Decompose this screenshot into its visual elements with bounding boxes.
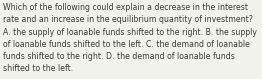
Text: Which of the following could explain a decrease in the interest: Which of the following could explain a d…: [3, 3, 248, 12]
Text: rate and an increase in the equilibrium quantity of investment?: rate and an increase in the equilibrium …: [3, 15, 253, 24]
Text: A. the supply of loanable funds shifted to the right. B. the supply: A. the supply of loanable funds shifted …: [3, 28, 257, 37]
Text: funds shifted to the right. D. the demand of loanable funds: funds shifted to the right. D. the deman…: [3, 52, 235, 61]
Text: shifted to the left.: shifted to the left.: [3, 64, 73, 73]
Text: of loanable funds shifted to the left. C. the demand of loanable: of loanable funds shifted to the left. C…: [3, 40, 250, 49]
